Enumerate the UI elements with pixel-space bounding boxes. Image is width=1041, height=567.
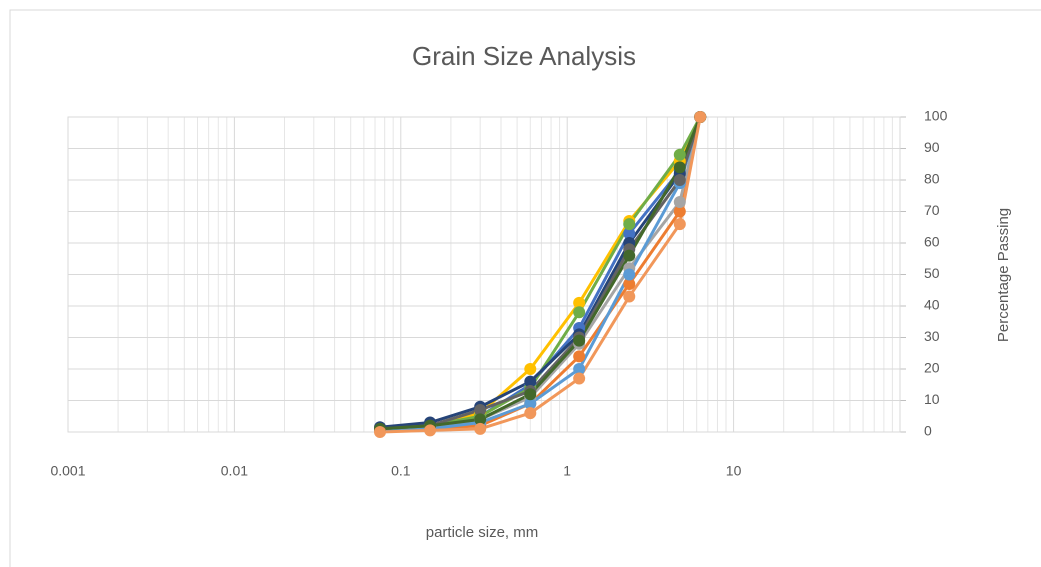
marker: [573, 296, 586, 309]
series-line: [379, 116, 702, 429]
y-tick-label: 60: [924, 234, 940, 250]
x-tick-label: 0.01: [221, 463, 248, 479]
marker: [694, 111, 707, 123]
marker: [673, 196, 686, 209]
marker: [374, 426, 387, 438]
marker: [623, 249, 636, 262]
marker: [524, 388, 537, 401]
marker: [623, 268, 636, 281]
series-line: [379, 116, 702, 432]
marker: [474, 422, 487, 435]
y-tick-label: 100: [924, 108, 948, 124]
y-tick-label: 0: [924, 423, 932, 439]
marker: [623, 218, 636, 231]
y-axis-title: Percentage Passing: [995, 208, 1012, 342]
x-tick-label: 1: [563, 463, 571, 479]
x-tick-label: 10: [726, 463, 742, 479]
x-tick-label: 0.1: [391, 463, 411, 479]
marker: [573, 350, 586, 363]
y-tick-label: 90: [924, 139, 940, 155]
marker: [524, 363, 537, 375]
marker: [673, 218, 686, 231]
marker: [673, 174, 686, 186]
y-tick-label: 80: [924, 171, 940, 187]
marker: [623, 227, 636, 240]
marker: [673, 148, 686, 161]
marker: [623, 290, 636, 303]
x-axis-title: particle size, mm: [426, 524, 539, 541]
chart-title: Grain Size Analysis: [412, 41, 636, 71]
marker: [573, 363, 586, 375]
y-tick-label: 40: [924, 297, 940, 313]
marker: [524, 397, 537, 410]
y-tick-label: 30: [924, 328, 940, 344]
marker: [474, 403, 487, 416]
x-tick-label: 0.001: [50, 463, 85, 479]
marker: [424, 424, 437, 437]
marker: [524, 375, 537, 388]
marker: [573, 306, 586, 319]
marker: [673, 205, 686, 218]
marker: [573, 372, 586, 385]
marker: [623, 277, 636, 290]
series-line: [379, 116, 702, 434]
marker: [573, 334, 586, 347]
y-tick-label: 70: [924, 202, 940, 218]
marker: [673, 161, 686, 174]
series-line: [379, 116, 702, 431]
y-tick-label: 20: [924, 360, 940, 376]
chart-frame: [9, 9, 1041, 567]
y-tick-label: 50: [924, 265, 940, 281]
marker: [474, 413, 487, 426]
series-line: [379, 116, 702, 431]
marker: [524, 407, 537, 420]
y-tick-label: 10: [924, 391, 940, 407]
